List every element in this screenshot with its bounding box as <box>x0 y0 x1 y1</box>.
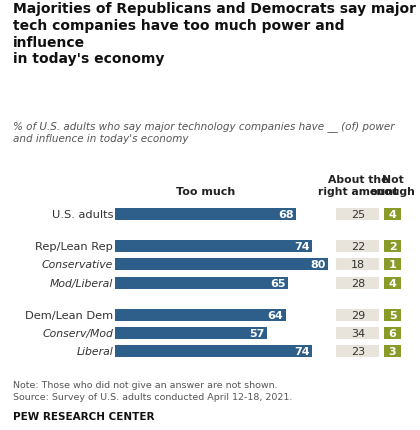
Text: 1: 1 <box>388 260 396 270</box>
Text: U.S. adults: U.S. adults <box>52 209 113 219</box>
Text: 5: 5 <box>388 310 396 320</box>
FancyBboxPatch shape <box>384 240 401 252</box>
Text: % of U.S. adults who say major technology companies have __ (of) power
and influ: % of U.S. adults who say major technolog… <box>13 120 394 144</box>
Text: 64: 64 <box>267 310 283 320</box>
Text: Note: Those who did not give an answer are not shown.
Source: Survey of U.S. adu: Note: Those who did not give an answer a… <box>13 381 292 401</box>
Text: Liberal: Liberal <box>76 347 113 356</box>
Text: 29: 29 <box>351 310 365 320</box>
Text: Rep/Lean Rep: Rep/Lean Rep <box>35 241 113 252</box>
Text: Majorities of Republicans and Democrats say major
tech companies have too much p: Majorities of Republicans and Democrats … <box>13 2 416 66</box>
Text: 65: 65 <box>270 278 286 288</box>
FancyBboxPatch shape <box>384 309 401 321</box>
Text: 2: 2 <box>388 241 396 252</box>
Bar <box>115 346 312 357</box>
Text: 74: 74 <box>294 241 310 252</box>
FancyBboxPatch shape <box>384 346 401 357</box>
Bar <box>115 240 312 252</box>
Text: Not
enough: Not enough <box>370 175 415 196</box>
Text: 28: 28 <box>351 278 365 288</box>
FancyBboxPatch shape <box>336 346 379 357</box>
Text: 80: 80 <box>310 260 326 270</box>
Bar <box>115 309 286 321</box>
Text: Mod/Liberal: Mod/Liberal <box>50 278 113 288</box>
Text: Conservative: Conservative <box>42 260 113 270</box>
Text: 74: 74 <box>294 347 310 356</box>
Text: 23: 23 <box>351 347 365 356</box>
FancyBboxPatch shape <box>336 240 379 252</box>
Text: 68: 68 <box>278 209 294 219</box>
Text: 6: 6 <box>388 328 396 338</box>
FancyBboxPatch shape <box>336 327 379 339</box>
Bar <box>115 209 296 220</box>
FancyBboxPatch shape <box>336 209 379 220</box>
Bar <box>115 327 267 339</box>
Text: 4: 4 <box>388 209 396 219</box>
Text: Conserv/Mod: Conserv/Mod <box>42 328 113 338</box>
FancyBboxPatch shape <box>384 327 401 339</box>
Bar <box>115 259 328 270</box>
Text: 4: 4 <box>388 278 396 288</box>
Text: 25: 25 <box>351 209 365 219</box>
FancyBboxPatch shape <box>384 259 401 270</box>
Text: 57: 57 <box>249 328 264 338</box>
FancyBboxPatch shape <box>336 277 379 289</box>
Bar <box>115 277 288 289</box>
FancyBboxPatch shape <box>384 277 401 289</box>
FancyBboxPatch shape <box>384 209 401 220</box>
Text: 22: 22 <box>351 241 365 252</box>
Text: Dem/Lean Dem: Dem/Lean Dem <box>25 310 113 320</box>
Text: 18: 18 <box>351 260 365 270</box>
FancyBboxPatch shape <box>336 309 379 321</box>
Text: PEW RESEARCH CENTER: PEW RESEARCH CENTER <box>13 411 154 421</box>
FancyBboxPatch shape <box>336 259 379 270</box>
Text: 3: 3 <box>388 347 396 356</box>
Text: About the
right amount: About the right amount <box>318 175 398 196</box>
Text: Too much: Too much <box>176 186 235 196</box>
Text: 34: 34 <box>351 328 365 338</box>
